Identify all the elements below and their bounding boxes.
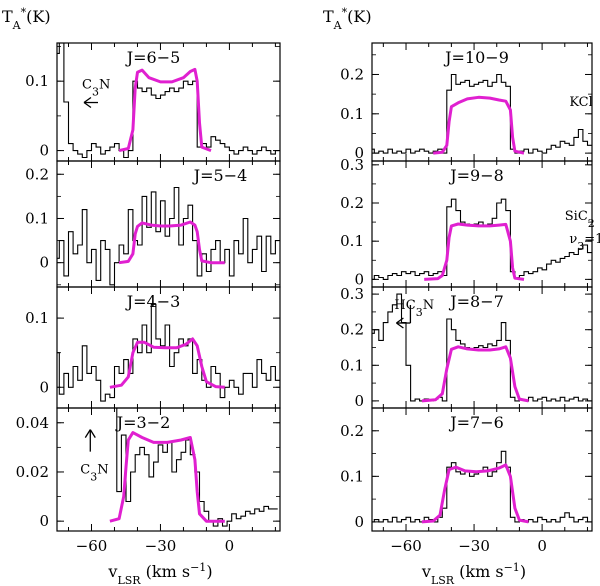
x-tick-label: −60 (76, 537, 108, 555)
y-tick-label: 0.02 (16, 463, 49, 481)
panel: 0 0.1 J=6−5 C3N (25, 42, 281, 162)
y-tick-label: 0.2 (25, 165, 49, 183)
y-tick-label: 0.1 (340, 232, 364, 250)
panel-label: J=10−9 (443, 48, 509, 67)
y-tick-label: 0.1 (340, 467, 364, 485)
model-curve (109, 337, 225, 389)
observed-spectrum (372, 73, 592, 154)
observed-spectrum (57, 186, 280, 286)
observed-spectrum (372, 198, 592, 280)
panel-label: J=6−5 (125, 48, 181, 67)
x-tick-label: 0 (225, 537, 235, 555)
column-left: 0 0.1 J=6−5 C3N 0 0.1 0.2 J=5−4 0 0.1 J=4−3 0 0.02 0.… (2, 6, 281, 586)
arrow-head (84, 429, 96, 438)
observed-spectrum (372, 450, 592, 523)
x-tick-label: −30 (145, 537, 177, 555)
y-tick-label: 0 (354, 392, 364, 410)
model-curve (109, 431, 225, 523)
annotation-label: ν3=1 (569, 232, 600, 253)
y-tick-label: 0.2 (340, 194, 364, 212)
y-tick-label: 0.1 (340, 105, 364, 123)
x-tick-label: 0 (537, 537, 547, 555)
observed-spectrum (57, 43, 280, 159)
arrow-head (396, 317, 404, 329)
panel: 0 0.1 J=4−3 (25, 286, 281, 409)
x-axis-title: vLSR (km s−1) (107, 561, 212, 586)
annotation: HC3N (394, 298, 434, 329)
model-curve (433, 95, 525, 155)
panel-label: J=8−7 (448, 292, 504, 311)
y-tick-label: 0 (39, 378, 49, 396)
annotation: SiC2 (565, 209, 595, 230)
y-tick-label: 0.1 (340, 356, 364, 374)
y-tick-label: 0.2 (340, 321, 364, 339)
annotation-label: C3N (80, 463, 108, 484)
annotation-label: HC3N (394, 298, 434, 319)
panel-label: J=7−6 (448, 413, 504, 432)
panel: 0 0.1 0.2 J=10−9 KCl (340, 42, 593, 162)
panel-label: J=3−2 (115, 413, 171, 432)
model-curve (424, 222, 525, 281)
y-tick-label: 0 (39, 254, 49, 272)
annotation: C3N (82, 78, 110, 109)
annotation: C3N (80, 429, 109, 484)
panel-frame (56, 407, 281, 532)
annotation-label: SiC2 (565, 209, 595, 230)
y-tick-label: 0.04 (16, 414, 49, 432)
y-tick-label: 0.1 (25, 209, 49, 227)
y-tick-label: 0.3 (340, 285, 364, 303)
annotation: KCl (569, 95, 592, 110)
y-tick-label: 0.1 (25, 309, 49, 327)
y-tick-label: 0 (354, 270, 364, 288)
model-curve (118, 220, 225, 265)
x-tick-label: −30 (458, 537, 490, 555)
y-tick-label: 0 (39, 512, 49, 530)
model-curve (421, 345, 529, 403)
x-tick-label: −60 (390, 537, 422, 555)
observed-spectrum (372, 293, 592, 402)
panel: 0 0.1 0.2 J=5−4 (25, 160, 281, 288)
panel: 0 0.1 0.2 J=7−6 (340, 407, 593, 532)
y-axis-title: TA*(K) (323, 6, 372, 32)
model-curve (118, 67, 212, 153)
panel-label: J=4−3 (125, 292, 181, 311)
x-axis-title: vLSR (km s−1) (421, 561, 526, 586)
arrow-head (83, 97, 92, 109)
annotation-label: C3N (82, 78, 110, 99)
panel-label: J=5−4 (192, 166, 248, 185)
y-tick-label: 0 (39, 142, 49, 160)
y-axis-title: TA*(K) (2, 6, 51, 32)
y-tick-label: 0 (354, 513, 364, 531)
annotation-label: KCl (569, 95, 592, 110)
panel: 0 0.02 0.04 J=3−2 C3N (16, 407, 281, 532)
annotation: ν3=1 (569, 232, 600, 253)
y-tick-label: 0.2 (340, 65, 364, 83)
model-curve (421, 463, 529, 524)
panel-frame (371, 407, 593, 532)
y-tick-label: 0.3 (340, 156, 364, 174)
panel-label: J=9−8 (448, 166, 504, 185)
observed-spectrum (57, 303, 280, 402)
y-tick-label: 0.1 (25, 72, 49, 90)
y-tick-label: 0 (354, 144, 364, 162)
column-right: 00.10.2J=10−9KCl00.10.20.3J=9−8SiC2ν3=10… (323, 6, 600, 586)
panel: 0 0.1 0.2 0.3 J=8−7 HC3N (340, 285, 593, 410)
y-tick-label: 0.2 (340, 422, 364, 440)
